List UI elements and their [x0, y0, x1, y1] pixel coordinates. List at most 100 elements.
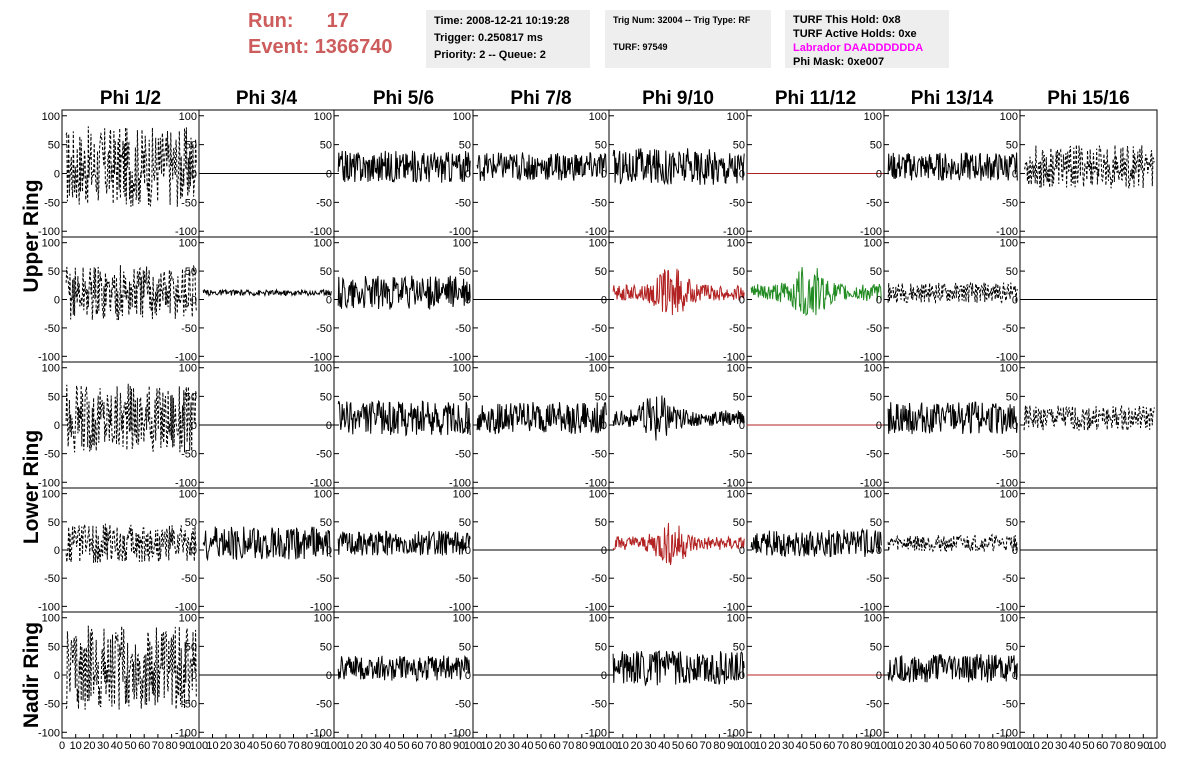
y-tick-label: 50: [1006, 391, 1018, 403]
y-tick-label: -50: [181, 323, 197, 335]
x-tick-label: 30: [782, 740, 794, 752]
x-tick-label: 70: [699, 740, 711, 752]
y-tick-label: 0: [465, 295, 471, 307]
y-tick-label: 0: [739, 169, 745, 181]
y-tick-label: 0: [465, 169, 471, 181]
y-tick-label: 0: [326, 545, 332, 557]
y-tick-label: 50: [48, 517, 60, 529]
x-tick-label: 100: [1148, 740, 1166, 752]
y-tick-label: 50: [185, 266, 197, 278]
x-tick-label: 60: [823, 740, 835, 752]
x-tick-label: 50: [946, 740, 958, 752]
y-tick-label: 50: [459, 641, 471, 653]
waveform-trace: [66, 126, 196, 206]
y-tick-label: -100: [175, 727, 197, 739]
x-tick-label: 70: [837, 740, 849, 752]
y-tick-label: 0: [191, 169, 197, 181]
y-tick-label: -50: [591, 449, 607, 461]
y-tick-label: -100: [996, 477, 1018, 489]
y-tick-label: 0: [876, 545, 882, 557]
waveform-trace: [338, 401, 470, 435]
x-tick-label: 10: [891, 740, 903, 752]
x-tick-label: 100: [875, 740, 893, 752]
x-tick-label: 70: [1110, 740, 1122, 752]
x-tick-label: 10: [755, 740, 767, 752]
y-tick-label: 50: [595, 140, 607, 152]
y-tick-label: -50: [181, 197, 197, 209]
y-tick-label: 0: [876, 670, 882, 682]
y-tick-label: 0: [601, 169, 607, 181]
y-tick-label: 100: [1000, 363, 1018, 375]
x-tick-label: 70: [287, 740, 299, 752]
y-tick-label: 0: [1012, 169, 1018, 181]
y-tick-label: 100: [42, 111, 60, 123]
y-tick-label: -100: [38, 226, 60, 238]
y-tick-label: 50: [320, 517, 332, 529]
x-tick-label: 40: [796, 740, 808, 752]
x-tick-label: 40: [383, 740, 395, 752]
y-tick-label: 50: [733, 517, 745, 529]
y-tick-label: 50: [1006, 140, 1018, 152]
y-tick-label: -50: [316, 449, 332, 461]
y-tick-label: 50: [733, 140, 745, 152]
y-tick-label: 50: [320, 140, 332, 152]
y-tick-label: 50: [48, 641, 60, 653]
x-tick-label: 10: [70, 740, 82, 752]
y-tick-label: 0: [601, 670, 607, 682]
y-tick-label: -50: [729, 197, 745, 209]
y-tick-label: -100: [449, 477, 471, 489]
y-tick-label: 100: [727, 363, 745, 375]
x-tick-label: 70: [425, 740, 437, 752]
y-tick-label: 100: [589, 613, 607, 625]
y-tick-label: 100: [1000, 489, 1018, 501]
x-tick-label: 30: [233, 740, 245, 752]
y-tick-label: -50: [1002, 449, 1018, 461]
y-tick-label: 100: [727, 111, 745, 123]
y-tick-label: -50: [455, 197, 471, 209]
panel-frame: [1020, 362, 1157, 488]
y-tick-label: -50: [316, 197, 332, 209]
y-tick-label: 100: [179, 489, 197, 501]
x-tick-label: 20: [356, 740, 368, 752]
waveform-trace: [66, 524, 196, 563]
y-tick-label: 50: [459, 391, 471, 403]
y-tick-label: 100: [864, 489, 882, 501]
x-tick-label: 100: [325, 740, 343, 752]
y-tick-label: -50: [44, 197, 60, 209]
y-tick-label: 50: [1006, 641, 1018, 653]
waveform-trace: [613, 269, 744, 315]
y-tick-label: -50: [866, 323, 882, 335]
y-tick-label: 100: [589, 238, 607, 250]
y-tick-label: 50: [870, 140, 882, 152]
y-tick-label: -50: [44, 573, 60, 585]
y-tick-label: -50: [316, 699, 332, 711]
x-tick-label: 50: [124, 740, 136, 752]
waveform-trace: [613, 651, 744, 685]
y-tick-label: 100: [314, 363, 332, 375]
y-tick-label: -50: [866, 449, 882, 461]
y-tick-label: 100: [727, 238, 745, 250]
x-tick-label: 30: [644, 740, 656, 752]
column-title: Phi 7/8: [510, 88, 571, 109]
y-tick-label: -50: [1002, 323, 1018, 335]
y-tick-label: -50: [1002, 699, 1018, 711]
waveform-trace: [203, 290, 331, 296]
y-tick-label: -50: [44, 323, 60, 335]
y-tick-label: 100: [314, 111, 332, 123]
waveform-trace: [1024, 406, 1154, 431]
x-tick-label: 60: [548, 740, 560, 752]
y-tick-label: -50: [44, 699, 60, 711]
y-tick-label: -100: [38, 727, 60, 739]
y-tick-label: 0: [739, 670, 745, 682]
waveform-trace: [888, 153, 1017, 181]
x-tick-label: 30: [370, 740, 382, 752]
y-tick-label: 100: [1000, 613, 1018, 625]
y-tick-label: -100: [723, 727, 745, 739]
y-tick-label: -100: [996, 727, 1018, 739]
x-tick-label: 40: [932, 740, 944, 752]
y-tick-label: 100: [589, 363, 607, 375]
x-tick-label: 10: [342, 740, 354, 752]
y-tick-label: -50: [181, 573, 197, 585]
column-title: Phi 1/2: [100, 88, 161, 109]
x-tick-label: 50: [260, 740, 272, 752]
